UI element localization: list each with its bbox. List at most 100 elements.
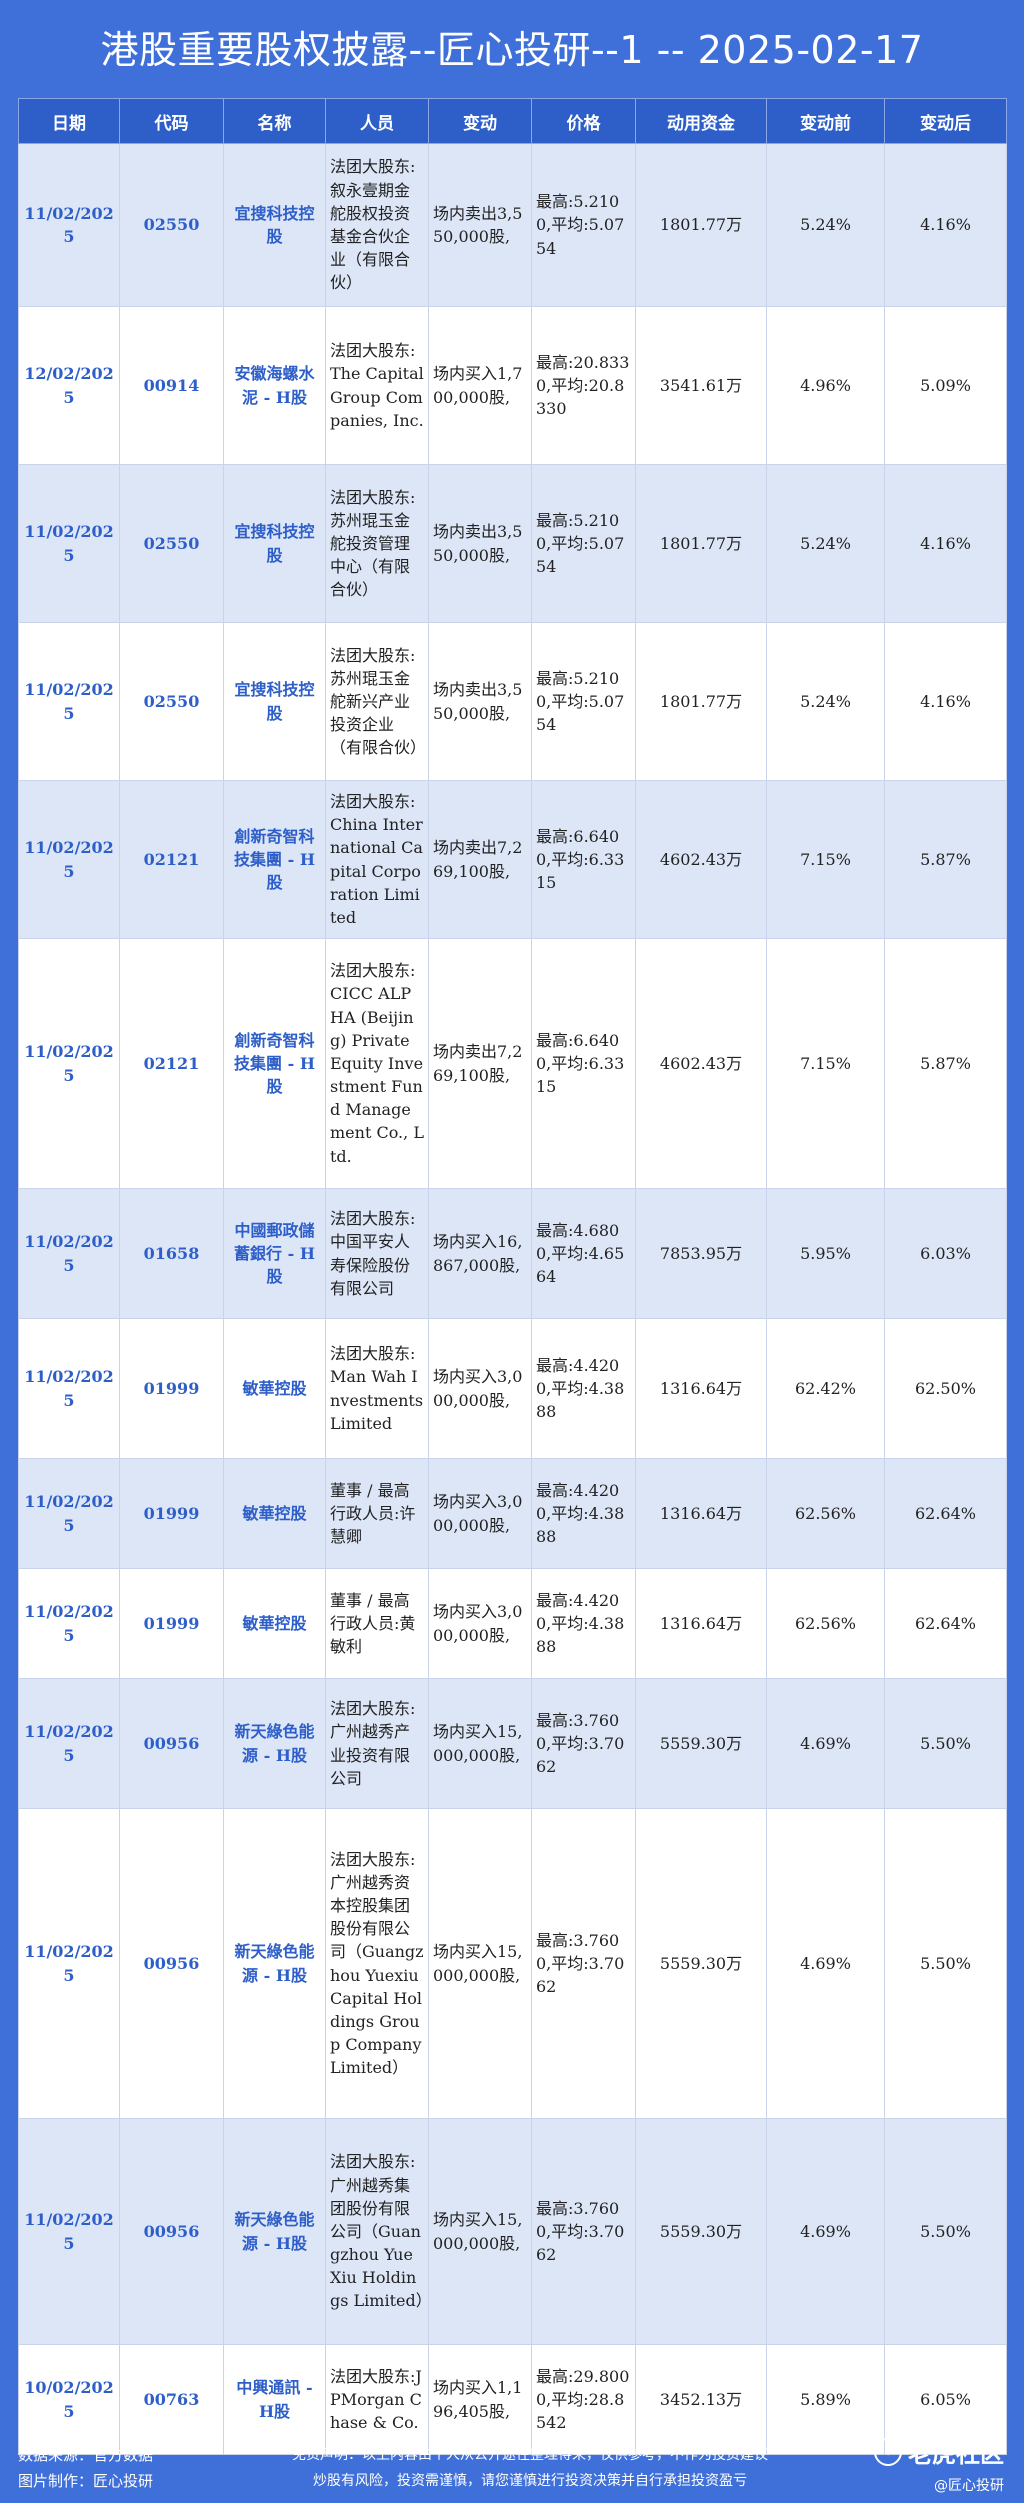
cell-person: 法团大股东:Man Wah Investments Limited <box>325 1318 429 1459</box>
table-row: 11/02/2025 00956 新天綠色能源 - H股 法团大股东:广州越秀产业投资… <box>18 1678 1007 1809</box>
cell-before: 7.15% <box>766 780 885 939</box>
cell-funds: 7853.95万 <box>635 1188 767 1319</box>
footer-credits: 数据来源：官方数据 图片制作：匠心投研 <box>18 2442 153 2494</box>
cell-before: 7.15% <box>766 938 885 1189</box>
cell-before: 5.95% <box>766 1188 885 1319</box>
disclosure-table-container: 日期 代码 名称 人员 变动 价格 动用资金 变动前 变动后 11/02/202… <box>18 98 1007 2455</box>
cell-funds: 1316.64万 <box>635 1568 767 1679</box>
cell-price: 最高:20.8330,平均:20.8330 <box>531 306 636 465</box>
cell-price: 最高:6.6400,平均:6.3315 <box>531 938 636 1189</box>
cell-date: 11/02/2025 <box>18 464 120 623</box>
cell-before: 5.24% <box>766 622 885 781</box>
cell-date: 11/02/2025 <box>18 780 120 939</box>
cell-price: 最高:3.7600,平均:3.7062 <box>531 2118 636 2345</box>
cell-price: 最高:29.8000,平均:28.8542 <box>531 2344 636 2455</box>
cell-funds: 4602.43万 <box>635 938 767 1189</box>
cell-action: 场内买入3,000,000股, <box>428 1568 532 1679</box>
cell-person: 法团大股东:China International Capital Corpor… <box>325 780 429 939</box>
cell-person: 董事 / 最高行政人员:许慧卿 <box>325 1458 429 1569</box>
table-body: 11/02/2025 02550 宜搜科技控股 法团大股东:叙永壹期金舵股权投资基金合… <box>18 143 1007 2455</box>
cell-price: 最高:4.6800,平均:4.6564 <box>531 1188 636 1319</box>
table-row: 11/02/2025 01658 中國郵政儲蓄銀行 - H股 法团大股东:中国平安人寿… <box>18 1188 1007 1319</box>
cell-price: 最高:4.4200,平均:4.3888 <box>531 1318 636 1459</box>
cell-person: 董事 / 最高行政人员:黄敏利 <box>325 1568 429 1679</box>
cell-after: 62.50% <box>884 1318 1007 1459</box>
table-row: 10/02/2025 00763 中興通訊 - H股 法团大股东:JPMorgan C… <box>18 2344 1007 2455</box>
cell-name: 中國郵政儲蓄銀行 - H股 <box>223 1188 326 1319</box>
cell-name: 宜搜科技控股 <box>223 464 326 623</box>
cell-code: 02121 <box>119 780 224 939</box>
cell-code: 02550 <box>119 143 224 307</box>
cell-name: 創新奇智科技集團 - H股 <box>223 780 326 939</box>
cell-before: 5.24% <box>766 464 885 623</box>
image-maker: 图片制作：匠心投研 <box>18 2472 154 2490</box>
cell-before: 4.69% <box>766 1808 885 2119</box>
column-header-after: 变动后 <box>884 98 1007 144</box>
table-row: 11/02/2025 01999 敏華控股 董事 / 最高行政人员:黄敏利 场内买入3,… <box>18 1568 1007 1679</box>
cell-person: 法团大股东:CICC ALPHA (Beijing) Private Equit… <box>325 938 429 1189</box>
cell-action: 场内卖出3,550,000股, <box>428 622 532 781</box>
column-header-funds: 动用资金 <box>635 98 767 144</box>
cell-name: 敏華控股 <box>223 1568 326 1679</box>
cell-action: 场内买入15,000,000股, <box>428 2118 532 2345</box>
cell-before: 5.89% <box>766 2344 885 2455</box>
cell-date: 11/02/2025 <box>18 1318 120 1459</box>
header-row: 日期 代码 名称 人员 变动 价格 动用资金 变动前 变动后 <box>18 98 1007 144</box>
cell-code: 01999 <box>119 1318 224 1459</box>
cell-funds: 1801.77万 <box>635 143 767 307</box>
column-header-code: 代码 <box>119 98 224 144</box>
cell-name: 中興通訊 - H股 <box>223 2344 326 2455</box>
cell-action: 场内买入15,000,000股, <box>428 1808 532 2119</box>
cell-funds: 1801.77万 <box>635 464 767 623</box>
cell-action: 场内买入3,000,000股, <box>428 1318 532 1459</box>
cell-funds: 5559.30万 <box>635 1678 767 1809</box>
cell-date: 11/02/2025 <box>18 938 120 1189</box>
cell-person: 法团大股东:JPMorgan Chase & Co. <box>325 2344 429 2455</box>
column-header-date: 日期 <box>18 98 120 144</box>
cell-person: 法团大股东:广州越秀集团股份有限公司（Guangzhou Yue Xiu Hol… <box>325 2118 432 2345</box>
brand-logo: ✦ 老虎社区 <box>874 2434 1004 2469</box>
cell-action: 场内买入16,867,000股, <box>428 1188 532 1319</box>
cell-person: 法团大股东:叙永壹期金舵股权投资基金合伙企业（有限合伙） <box>325 143 429 307</box>
column-header-person: 人员 <box>325 98 429 144</box>
cell-before: 62.56% <box>766 1568 885 1679</box>
cell-name: 創新奇智科技集團 - H股 <box>223 938 326 1189</box>
cell-date: 11/02/2025 <box>18 2118 120 2345</box>
cell-name: 新天綠色能源 - H股 <box>223 1678 326 1809</box>
cell-after: 5.50% <box>884 1678 1007 1809</box>
cell-action: 场内卖出7,269,100股, <box>428 780 532 939</box>
brand-name: 老虎社区 <box>908 2440 1004 2468</box>
cell-name: 宜搜科技控股 <box>223 143 326 307</box>
page-title: 港股重要股权披露--匠心投研--1 -- 2025-02-17 <box>100 27 924 72</box>
cell-code: 00956 <box>119 1808 224 2119</box>
table-row: 11/02/2025 00956 新天綠色能源 - H股 法团大股东:广州越秀资本控股… <box>18 1808 1007 2119</box>
cell-after: 62.64% <box>884 1458 1007 1569</box>
cell-date: 11/02/2025 <box>18 1808 120 2119</box>
cell-price: 最高:3.7600,平均:3.7062 <box>531 1808 636 2119</box>
cell-after: 5.09% <box>884 306 1007 465</box>
cell-person: 法团大股东:苏州琨玉金舵新兴产业投资企业（有限合伙） <box>325 622 429 781</box>
cell-date: 11/02/2025 <box>18 143 120 307</box>
cell-name: 新天綠色能源 - H股 <box>223 1808 326 2119</box>
page-header: 港股重要股权披露--匠心投研--1 -- 2025-02-17 <box>0 0 1024 92</box>
cell-person: 法团大股东:苏州琨玉金舵投资管理中心（有限合伙） <box>325 464 429 623</box>
table-row: 11/02/2025 02121 創新奇智科技集團 - H股 法团大股东:China … <box>18 780 1007 939</box>
table-row: 11/02/2025 00956 新天綠色能源 - H股 法团大股东:广州越秀集团股份… <box>18 2118 1007 2345</box>
disclaimer-line-2: 炒股有风险，投资需谨慎，请您谨慎进行投资决策并自行承担投资盈亏 <box>313 2473 747 2489</box>
cell-after: 4.16% <box>884 622 1007 781</box>
cell-before: 62.42% <box>766 1318 885 1459</box>
cell-code: 00763 <box>119 2344 224 2455</box>
column-header-name: 名称 <box>223 98 326 144</box>
cell-price: 最高:5.2100,平均:5.0754 <box>531 143 636 307</box>
cell-before: 4.69% <box>766 2118 885 2345</box>
cell-price: 最高:5.2100,平均:5.0754 <box>531 464 636 623</box>
cell-date: 11/02/2025 <box>18 1458 120 1569</box>
cell-funds: 3541.61万 <box>635 306 767 465</box>
watermark: ✦ 老虎社区 @匠心投研 <box>874 2434 1004 2495</box>
cell-after: 5.87% <box>884 938 1007 1189</box>
cell-funds: 1801.77万 <box>635 622 767 781</box>
cell-action: 场内卖出3,550,000股, <box>428 464 532 623</box>
cell-code: 00914 <box>119 306 224 465</box>
column-header-action: 变动 <box>428 98 532 144</box>
cell-code: 01999 <box>119 1458 224 1569</box>
